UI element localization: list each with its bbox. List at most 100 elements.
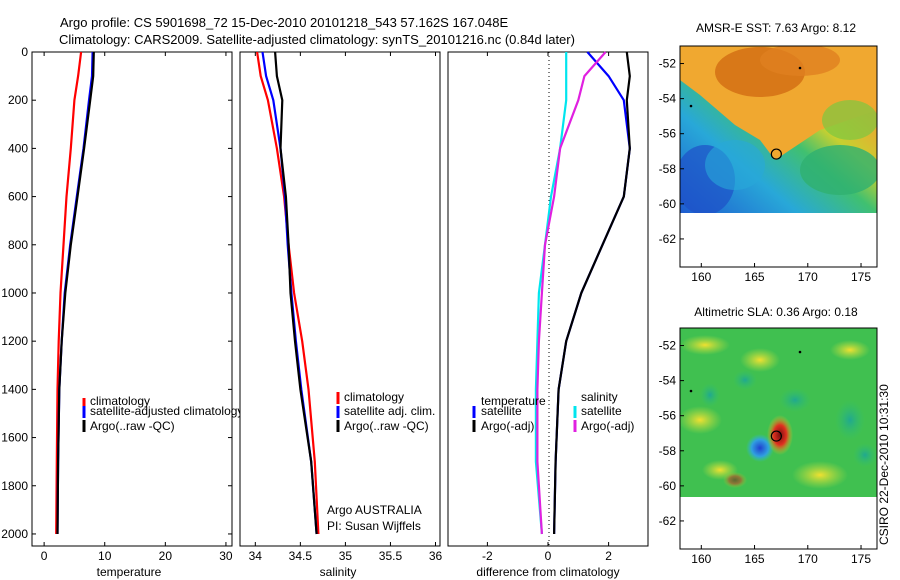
y-tick-label: 600 [8, 190, 28, 204]
map-x-tick-label: 175 [851, 270, 871, 284]
temperature-x-axis: 0 10 20 30 [41, 52, 233, 563]
difference-panel: -2 0 2 difference from climatology tempera… [447, 51, 649, 579]
salinity-legend: climatology satellite adj. clim. Argo(..… [336, 390, 435, 433]
island-marker [689, 389, 693, 393]
x-tick-label: 0 [41, 549, 48, 563]
y-tick-label: 1400 [1, 382, 28, 396]
figure-title-line1: Argo profile: CS 5901698_72 15-Dec-2010 … [60, 15, 508, 30]
map-x-tick-label: 175 [851, 552, 871, 566]
x-tick-label: 34 [249, 549, 263, 563]
legend-header-temperature: temperature [481, 394, 546, 408]
salinity-lines [256, 51, 320, 535]
float-owner-annotation: Argo AUSTRALIA [327, 503, 422, 517]
series-line [56, 51, 95, 535]
sla-map-panel: Altimetric SLA: 0.36 Argo: 0.18 160 165 17… [659, 305, 878, 566]
argo-location-marker [770, 148, 782, 160]
difference-x-axis: -2 0 2 [482, 52, 612, 563]
x-tick-label: 35.5 [379, 549, 403, 563]
salinity-x-axis: 34 34.5 35 35.5 36 [249, 52, 443, 563]
island-marker [798, 66, 802, 70]
salinity-axes [239, 51, 441, 547]
sst-field [680, 46, 877, 213]
legend-label: satellite-adjusted climatology [90, 404, 243, 418]
y-tick-label: 400 [8, 141, 28, 155]
legend-label: Argo(-adj) [581, 419, 634, 433]
map-y-tick-label: -56 [659, 409, 677, 423]
y-tick-label: 1200 [1, 334, 28, 348]
x-tick-label: 2 [605, 549, 612, 563]
island-marker [689, 104, 693, 108]
legend-label: climatology [90, 394, 150, 408]
y-tick-label: 800 [8, 238, 28, 252]
legend-label: satellite [481, 404, 522, 418]
x-tick-label: 34.5 [289, 549, 313, 563]
float-pi-annotation: PI: Susan Wijffels [327, 519, 421, 533]
sst-map-axes [679, 45, 878, 268]
map-y-tick-label: -58 [659, 162, 677, 176]
legend-label: climatology [344, 390, 404, 404]
map-x-tick-label: 170 [798, 552, 818, 566]
salinity-panel: 34 34.5 35 35.5 36 salinity climatology sate… [239, 51, 443, 579]
x-tick-label: 10 [98, 549, 112, 563]
sla-field [680, 328, 877, 497]
legend-header-salinity: salinity [581, 390, 618, 404]
map-y-tick-label: -54 [659, 92, 677, 106]
x-tick-label: 0 [545, 549, 552, 563]
map-y-tick-label: -58 [659, 444, 677, 458]
y-tick-label: 1800 [1, 479, 28, 493]
series-line [536, 51, 607, 535]
map-y-tick-label: -52 [659, 57, 677, 71]
sla-map-axis-ticks: 160 165 170 175 -52 -54 -56 -58 -60 -62 [659, 339, 872, 566]
x-tick-label: -2 [482, 549, 493, 563]
temperature-xlabel: temperature [97, 565, 162, 579]
sla-map-title: Altimetric SLA: 0.36 Argo: 0.18 [694, 305, 858, 319]
salinity-xlabel: salinity [320, 565, 357, 579]
temperature-lines [55, 51, 95, 535]
sst-map-axis-ticks: 160 165 170 175 -52 -54 -56 -58 -60 -62 [659, 57, 872, 284]
legend-label: satellite [581, 404, 622, 418]
difference-axes [447, 51, 649, 547]
legend-label: Argo(..raw -QC) [344, 419, 429, 433]
map-x-tick-label: 165 [745, 270, 765, 284]
map-y-tick-label: -56 [659, 127, 677, 141]
sla-map-axes [679, 327, 878, 550]
x-tick-label: 35 [339, 549, 353, 563]
map-x-tick-label: 170 [798, 270, 818, 284]
x-tick-label: 30 [219, 549, 233, 563]
credit-stamp: CSIRO 22-Dec-2010 10:31:30 [877, 384, 891, 545]
series-line [553, 51, 631, 535]
map-y-tick-label: -54 [659, 374, 677, 388]
y-tick-label: 1000 [1, 286, 28, 300]
y-tick-label: 1600 [1, 431, 28, 445]
x-tick-label: 20 [159, 549, 173, 563]
argo-location-marker [770, 430, 782, 442]
y-tick-label: 2000 [1, 527, 28, 541]
figure-title-line2: Climatology: CARS2009. Satellite-adjuste… [59, 32, 575, 47]
map-y-tick-label: -60 [659, 197, 677, 211]
sst-map-panel: AMSR-E SST: 7.63 Argo: 8.12 160 165 170 175… [659, 21, 878, 284]
legend-label: satellite adj. clim. [344, 404, 435, 418]
temperature-legend: climatology satellite-adjusted climatolo… [82, 394, 243, 433]
x-tick-label: 36 [429, 549, 443, 563]
temperature-axes [31, 51, 233, 547]
sst-map-title: AMSR-E SST: 7.63 Argo: 8.12 [696, 21, 856, 35]
map-y-tick-label: -62 [659, 514, 677, 528]
y-tick-label: 0 [21, 45, 28, 59]
map-y-tick-label: -62 [659, 232, 677, 246]
legend-label: Argo(-adj) [481, 419, 534, 433]
map-y-tick-label: -60 [659, 479, 677, 493]
island-marker [798, 350, 802, 354]
difference-lines [534, 51, 631, 535]
legend-label: Argo(..raw -QC) [90, 419, 175, 433]
map-x-tick-label: 160 [691, 552, 711, 566]
map-y-tick-label: -52 [659, 339, 677, 353]
y-tick-label: 200 [8, 93, 28, 107]
series-line [55, 51, 83, 535]
difference-xlabel: difference from climatology [476, 565, 619, 579]
series-line [274, 51, 318, 535]
map-x-tick-label: 160 [691, 270, 711, 284]
difference-legend: temperature satellite Argo(-adj) salinit… [472, 390, 634, 433]
map-x-tick-label: 165 [745, 552, 765, 566]
